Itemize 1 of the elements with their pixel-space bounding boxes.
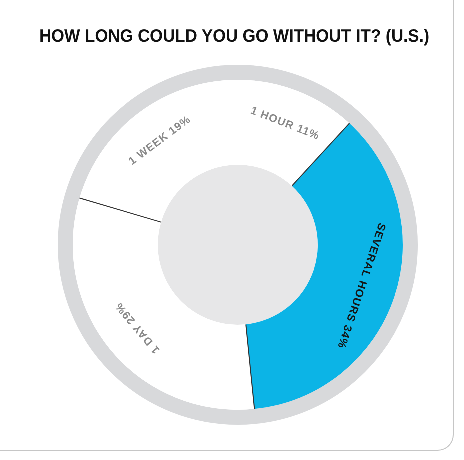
chart-title: HOW LONG COULD YOU GO WITHOUT IT? (U.S.)	[39, 25, 430, 46]
